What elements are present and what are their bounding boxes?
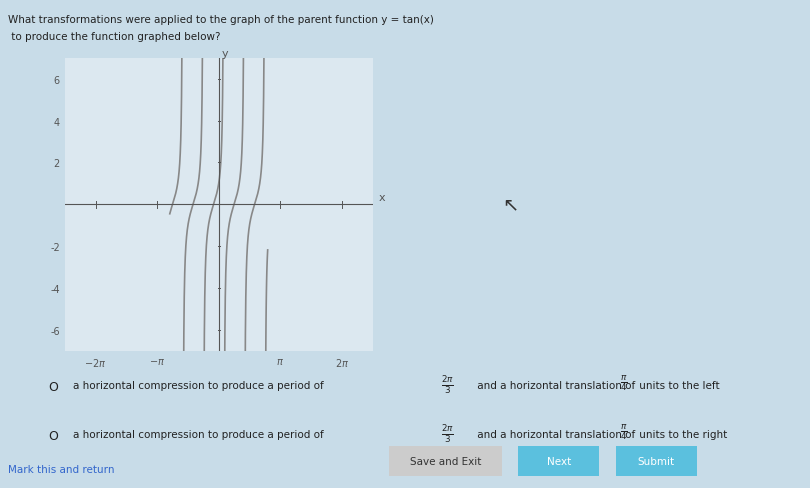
Text: What transformations were applied to the graph of the parent function y = tan(x): What transformations were applied to the… [8,15,434,24]
Text: ↖: ↖ [502,195,518,214]
Text: units to the right: units to the right [636,429,727,439]
Text: O: O [49,381,58,394]
Text: x: x [378,193,385,203]
Text: $\frac{\pi}{4}$: $\frac{\pi}{4}$ [620,373,627,392]
Text: Save and Exit: Save and Exit [410,456,481,466]
Text: and a horizontal translation of: and a horizontal translation of [474,429,638,439]
Text: Submit: Submit [637,456,675,466]
Text: $\frac{2\pi}{3}$: $\frac{2\pi}{3}$ [441,422,454,444]
Text: $\frac{2\pi}{3}$: $\frac{2\pi}{3}$ [441,373,454,395]
Text: $\frac{\pi}{4}$: $\frac{\pi}{4}$ [620,422,627,441]
Text: a horizontal compression to produce a period of: a horizontal compression to produce a pe… [73,429,327,439]
Text: to produce the function graphed below?: to produce the function graphed below? [8,32,220,41]
Text: Mark this and return: Mark this and return [8,464,114,473]
Text: O: O [49,429,58,443]
Text: Next: Next [547,456,571,466]
Text: a horizontal compression to produce a period of: a horizontal compression to produce a pe… [73,381,327,390]
Text: y: y [222,48,228,59]
Text: and a horizontal translation of: and a horizontal translation of [474,381,638,390]
Text: units to the left: units to the left [636,381,719,390]
